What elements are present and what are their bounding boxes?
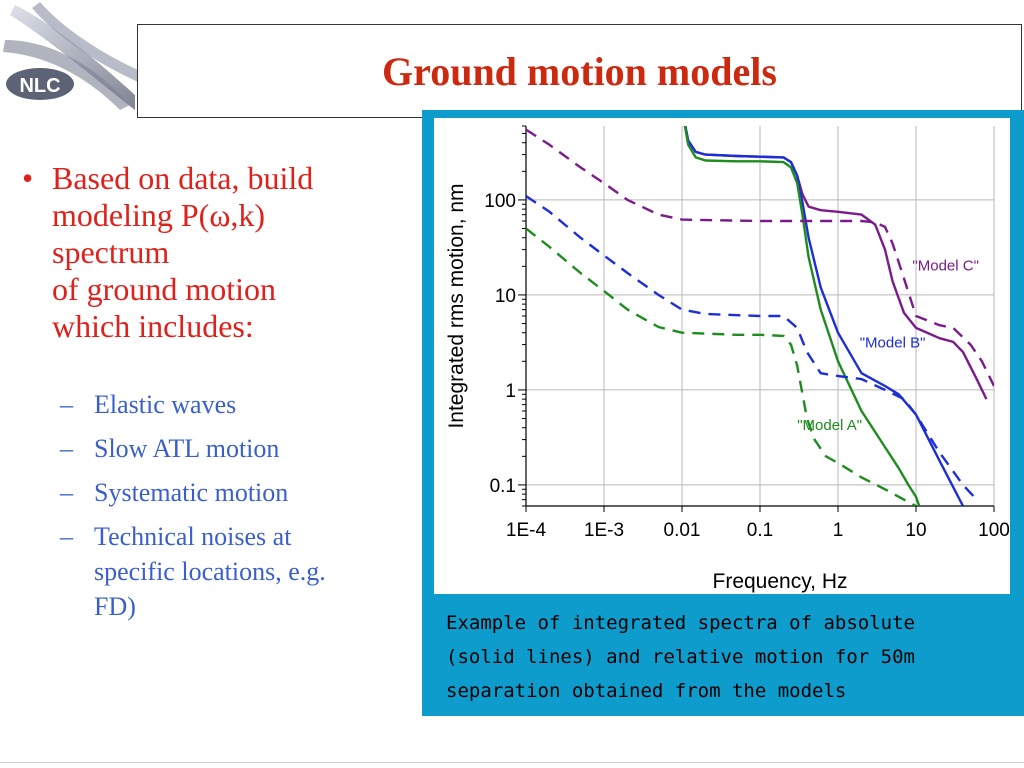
x-tick-label: 0.1 <box>747 520 773 541</box>
bullet-line: Based on data, build <box>52 160 314 196</box>
sub-item-line: Elastic waves <box>94 390 237 419</box>
y-axis-label: Integrated rms motion, nm <box>445 183 468 428</box>
dash-marker: – <box>60 478 73 507</box>
chart-caption: Example of integrated spectra of absolut… <box>446 606 1018 708</box>
model-annotation: "Model A" <box>797 417 862 434</box>
x-tick-label: 10 <box>905 520 926 541</box>
series-line-a-solid <box>683 126 921 506</box>
chart-area: 1E-4 1E-3 0.01 0.1 1 10 100 0.1 1 10 100 Frequency,… <box>434 118 1010 594</box>
bullet-line: modeling P(ω,k) <box>52 197 266 233</box>
y-tick-label: 10 <box>495 286 516 307</box>
sub-item-line: Technical noises at <box>94 522 292 551</box>
series-line-c-dash <box>526 128 994 387</box>
sub-item-line: Slow ATL motion <box>94 434 280 463</box>
caption-line: Example of integrated spectra of absolut… <box>446 612 915 634</box>
chart-svg: 1E-4 1E-3 0.01 0.1 1 10 100 0.1 1 10 100 Frequency,… <box>445 125 1010 593</box>
y-tick-label: 100 <box>484 191 516 212</box>
sub-item-line: FD) <box>94 592 136 621</box>
caption-line: separation obtained from the models <box>446 680 847 702</box>
sub-item-slow-atl: – Slow ATL motion <box>60 431 422 466</box>
x-tick-label: 1E-3 <box>584 520 624 541</box>
x-tick-label: 0.01 <box>664 520 701 541</box>
series-line-b-solid <box>684 126 965 506</box>
sub-item-systematic: – Systematic motion <box>60 475 422 510</box>
sub-bullet-list: – Elastic waves – Slow ATL motion – Syst… <box>22 387 422 624</box>
model-annotation: "Model C" <box>912 258 979 275</box>
caption-line: (solid lines) and relative motion for 50… <box>446 646 915 668</box>
y-tick-label: 0.1 <box>490 476 516 497</box>
series-line-b-dash <box>526 195 978 501</box>
nlc-logo: NLC <box>0 0 140 120</box>
sub-item-elastic-waves: – Elastic waves <box>60 387 422 422</box>
model-annotation: "Model B" <box>860 334 926 351</box>
sub-item-technical-noises: – Technical noises at specific locations… <box>60 519 422 624</box>
dash-marker: – <box>60 434 73 463</box>
dash-marker: – <box>60 522 73 551</box>
bullet-line: spectrum <box>52 234 170 270</box>
x-tick-label: 100 <box>978 520 1010 541</box>
bullet-line: which includes: <box>52 308 254 344</box>
bullet-list: • Based on data, build modeling P(ω,k) s… <box>22 160 422 633</box>
title-box: Ground motion models <box>137 24 1022 118</box>
logo-text: NLC <box>19 75 60 97</box>
y-tick-label: 1 <box>505 381 516 402</box>
x-tick-label: 1 <box>833 520 844 541</box>
series-line-a-dash <box>526 227 917 506</box>
bullet-dot: • <box>22 160 34 196</box>
dash-marker: – <box>60 390 73 419</box>
bullet-line: of ground motion <box>52 271 276 307</box>
x-axis-label: Frequency, Hz <box>713 570 848 593</box>
footer-divider <box>0 762 1024 763</box>
main-bullet: • Based on data, build modeling P(ω,k) s… <box>22 160 422 345</box>
sub-item-line: Systematic motion <box>94 478 289 507</box>
slide-title: Ground motion models <box>382 48 777 94</box>
sub-item-line: specific locations, e.g. <box>94 557 326 586</box>
x-tick-label: 1E-4 <box>506 520 547 541</box>
